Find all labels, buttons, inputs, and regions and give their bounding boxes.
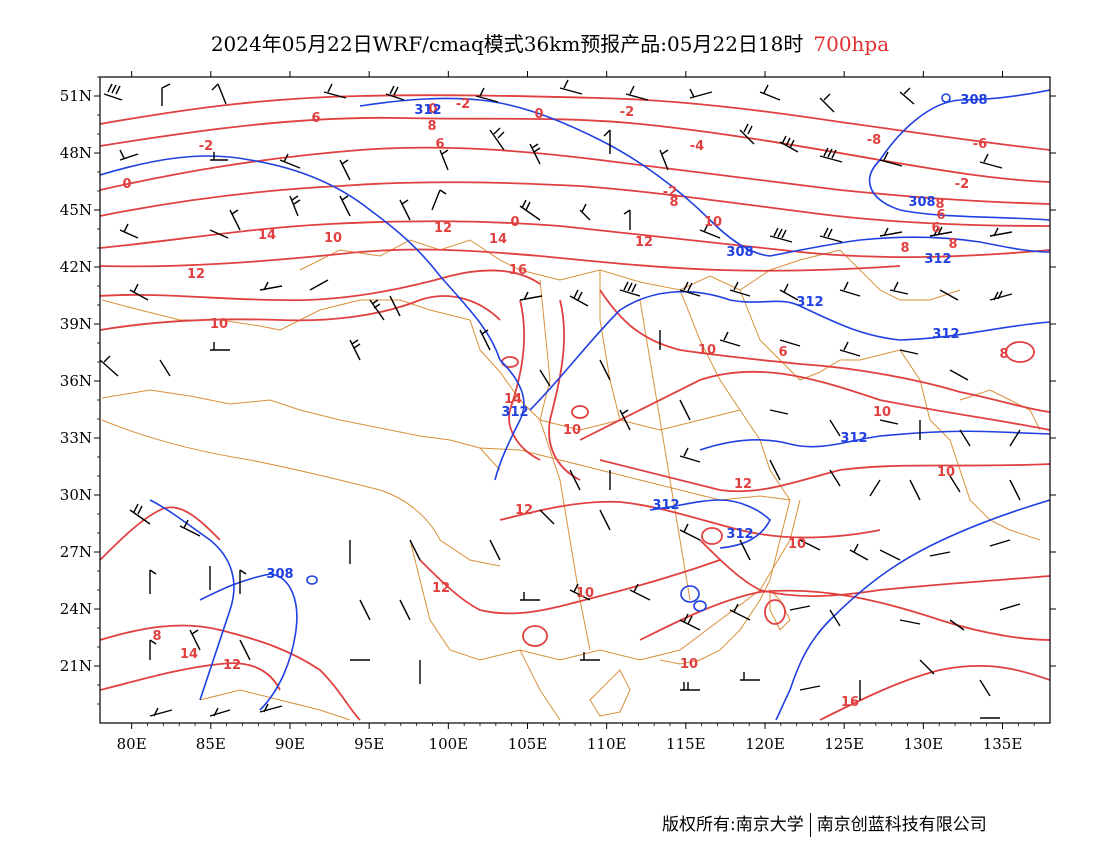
height-contour-label: 312	[652, 498, 679, 513]
temperature-contours	[100, 94, 1050, 721]
lon-tick-label: 125E	[824, 735, 864, 753]
longitude-axis: 80E 85E 90E 95E 100E 105E 110E 115E 120E 125E 130E…	[117, 71, 1035, 753]
temp-contour-label: 8	[152, 629, 161, 644]
temp-contour-label: 10	[704, 215, 722, 230]
height-contour-label: 312	[840, 431, 867, 446]
temp-contour-label: 10	[576, 586, 594, 601]
temp-contour-label: 6	[778, 345, 787, 360]
temp-contour-label: 8	[900, 241, 909, 256]
temp-contour-label: 14	[258, 228, 276, 243]
temp-contour-label: 0	[122, 177, 131, 192]
lon-tick-label: 135E	[983, 735, 1023, 753]
latitude-axis: 51N 48N 45N 42N 39N 36N 33N 30N 27N 24N 21N	[60, 76, 1056, 705]
temp-contour-label: 10	[210, 317, 228, 332]
temp-contour-label: -2	[199, 139, 213, 154]
lat-tick-label: 21N	[60, 657, 92, 675]
temp-contour-label: 12	[734, 477, 752, 492]
lon-tick-label: 90E	[275, 735, 305, 753]
lat-tick-label: 33N	[60, 429, 92, 447]
lon-tick-label: 80E	[117, 735, 147, 753]
temp-contour-label: 6	[311, 111, 320, 126]
temp-contour-label: 16	[509, 263, 527, 278]
height-contour-label: 312	[932, 327, 959, 342]
temp-contour-label: 0	[510, 215, 519, 230]
temp-contour-label: 0	[428, 102, 437, 117]
temp-contour-label: 6	[936, 208, 945, 223]
temp-contour-label: 10	[937, 465, 955, 480]
lat-tick-label: 39N	[60, 315, 92, 333]
lon-tick-label: 100E	[429, 735, 469, 753]
temp-contour-label: 8	[999, 347, 1008, 362]
pressure-level: 700hpa	[813, 32, 890, 56]
wind-barbs	[100, 79, 1021, 719]
temp-contour-label: -4	[690, 139, 704, 154]
lat-tick-label: 51N	[60, 87, 92, 105]
height-contour-label: 308	[908, 195, 935, 210]
lat-tick-label: 45N	[60, 201, 92, 219]
lat-tick-label: 48N	[60, 144, 92, 162]
lon-tick-label: 95E	[354, 735, 384, 753]
lon-tick-label: 115E	[666, 735, 706, 753]
temp-contour-label: 12	[434, 221, 452, 236]
height-contour-label: 312	[924, 252, 951, 267]
plot-frame	[99, 76, 1051, 724]
temp-contour-label: 14	[489, 232, 507, 247]
lon-tick-label: 105E	[508, 735, 548, 753]
lat-tick-label: 36N	[60, 372, 92, 390]
lat-tick-label: 42N	[60, 258, 92, 276]
temp-contour-label: 12	[187, 267, 205, 282]
temp-contour-label: 8	[935, 197, 944, 212]
temp-contour-label: 12	[432, 581, 450, 596]
company-name: 南京创蓝科技有限公司	[816, 815, 987, 835]
temp-contour-label: 14	[180, 647, 198, 662]
temp-contour-label: 10	[324, 231, 342, 246]
height-contours	[100, 89, 1050, 721]
temp-contour-label: 6	[435, 137, 444, 152]
height-contour-label: 308	[266, 567, 293, 582]
temp-contour-label: 10	[873, 405, 891, 420]
height-contour-label: 308	[726, 245, 753, 260]
height-contour-label: 312	[501, 405, 528, 420]
temp-contour-label: 8	[427, 119, 436, 134]
temp-contour-label: -8	[867, 133, 881, 148]
temp-contour-label: 10	[788, 537, 806, 552]
temp-contour-label: 8	[669, 195, 678, 210]
temp-contour-label: 12	[515, 503, 533, 518]
temp-contour-label: 10	[698, 343, 716, 358]
temp-contour-label: 8	[948, 237, 957, 252]
temp-contour-label: -6	[973, 137, 987, 152]
height-contour-label: 312	[796, 295, 823, 310]
temp-contour-label: 6	[931, 221, 940, 236]
temp-contour-label: -2	[456, 97, 470, 112]
lat-tick-label: 27N	[60, 543, 92, 561]
temp-contour-label: 12	[635, 235, 653, 250]
temp-contour-label: 12	[223, 658, 241, 673]
temp-contour-label: 0	[534, 107, 543, 122]
footer-divider	[809, 813, 811, 837]
height-contour-label: 312	[414, 103, 441, 118]
temp-contour-label: -2	[620, 105, 634, 120]
height-contour-label: 308	[960, 93, 987, 108]
temp-contour-label: 10	[680, 657, 698, 672]
temp-contour-label: -2	[663, 185, 677, 200]
height-contour-label: 312	[726, 527, 753, 542]
lon-tick-label: 130E	[904, 735, 944, 753]
lon-tick-label: 120E	[745, 735, 785, 753]
lat-tick-label: 30N	[60, 486, 92, 504]
lat-tick-label: 24N	[60, 600, 92, 618]
lon-tick-label: 110E	[587, 735, 627, 753]
title-main: 2024年05月22日WRF/cmaq模式36km预报产品:05月22日18时	[210, 32, 804, 56]
map-title: 2024年05月22日WRF/cmaq模式36km预报产品:05月22日18时 7…	[0, 28, 1100, 57]
temp-contour-label: -2	[955, 177, 969, 192]
temp-contour-label: 10	[563, 423, 581, 438]
border-lines	[101, 239, 1041, 721]
temp-contour-label: 16	[841, 695, 859, 710]
footer: 版权所有:南京大学 南京创蓝科技有限公司	[662, 810, 987, 837]
temp-contour-label: 14	[504, 392, 522, 407]
lon-tick-label: 85E	[196, 735, 226, 753]
copyright-text: 版权所有:南京大学	[662, 815, 804, 835]
height-labels: 312 308 312 308 308 312 312 312 312 312 312 308	[266, 93, 987, 582]
